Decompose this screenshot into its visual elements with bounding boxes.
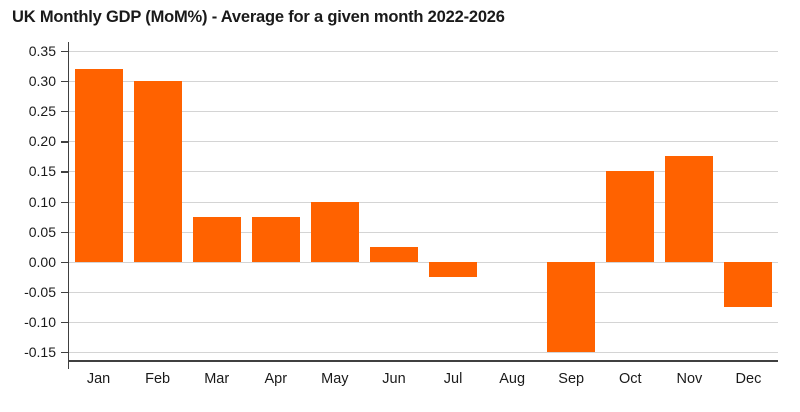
gridline	[69, 352, 778, 353]
bar-nov	[665, 156, 714, 262]
y-tick-label: 0.10	[28, 193, 56, 210]
y-tick-label: 0.05	[28, 223, 56, 240]
x-category-label: Apr	[264, 371, 288, 387]
bar-may	[310, 201, 359, 262]
gridline	[69, 321, 778, 323]
y-tick-mark	[61, 201, 68, 203]
bar-mar	[192, 216, 241, 262]
y-tick-mark	[61, 291, 68, 293]
y-tick-mark	[61, 111, 68, 113]
x-category-label: Jul	[443, 371, 463, 387]
y-tick-mark	[61, 352, 68, 354]
x-category-label: Sep	[558, 371, 585, 387]
bar-feb	[133, 81, 182, 262]
gridline	[69, 51, 778, 53]
y-tick-label: 0.00	[28, 253, 56, 270]
y-tick-mark	[61, 231, 68, 233]
y-tick-mark	[61, 81, 68, 83]
gridline	[69, 81, 778, 83]
y-tick-label: -0.05	[24, 283, 56, 300]
bar-dec	[724, 261, 773, 307]
bar-jan	[74, 69, 123, 262]
gridline	[69, 111, 778, 113]
bar-jun	[369, 246, 418, 262]
x-category-label: Dec	[735, 371, 762, 387]
bar-apr	[251, 216, 300, 262]
bar-sep	[547, 261, 596, 352]
y-tick-mark	[61, 321, 68, 324]
y-tick-label: -0.15	[24, 344, 56, 360]
gridline	[69, 171, 778, 173]
gridline	[69, 141, 778, 143]
x-category-label: Jun	[382, 371, 406, 387]
x-category-label: Feb	[145, 371, 171, 387]
chart-title: UK Monthly GDP (MoM%) - Average for a gi…	[12, 8, 505, 26]
bar-oct	[606, 171, 655, 262]
x-category-label: Aug	[499, 371, 526, 387]
y-tick-mark	[61, 171, 68, 173]
y-tick-label: 0.30	[28, 73, 56, 90]
x-category-label: Mar	[204, 371, 230, 387]
y-tick-mark	[61, 141, 68, 143]
x-category-label: May	[321, 371, 349, 387]
y-tick-label: -0.10	[24, 313, 56, 330]
x-category-label: Nov	[676, 371, 703, 387]
gridline	[69, 231, 778, 233]
x-axis-line	[67, 360, 778, 362]
gridline	[69, 261, 778, 263]
y-tick-label: 0.15	[28, 163, 56, 180]
y-tick-label: 0.20	[28, 133, 56, 150]
gridline	[69, 291, 778, 293]
x-category-label: Jan	[86, 371, 111, 387]
y-axis-line	[67, 42, 69, 369]
y-tick-mark	[61, 261, 68, 263]
bar-jul	[429, 261, 478, 277]
y-tick-label: 0.35	[28, 43, 56, 60]
gridline	[69, 201, 778, 203]
x-category-label: Oct	[619, 371, 642, 387]
y-tick-mark	[61, 51, 68, 53]
y-tick-label: 0.25	[28, 103, 56, 120]
